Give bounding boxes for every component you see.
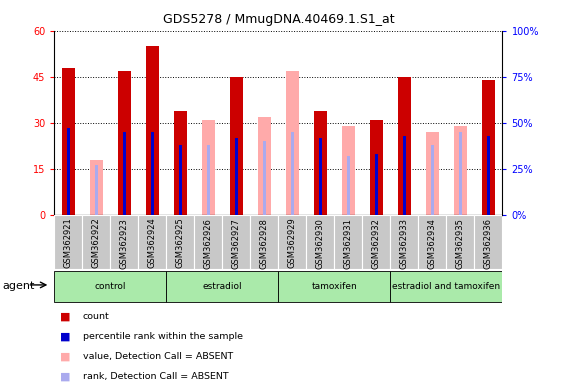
Bar [62,68,75,215]
Bar [391,271,502,302]
Bar [375,154,378,215]
Bar [54,271,166,302]
Text: GSM362927: GSM362927 [232,218,241,268]
Text: GSM362923: GSM362923 [120,218,129,268]
Text: GSM362932: GSM362932 [372,218,381,268]
Bar [319,137,322,215]
Text: GSM362921: GSM362921 [64,218,73,268]
Bar [138,215,166,269]
Bar [67,128,70,215]
Bar [347,156,350,215]
Bar [235,137,238,215]
Text: rank, Detection Call = ABSENT: rank, Detection Call = ABSENT [83,372,228,381]
Bar [202,120,215,215]
Text: GSM362930: GSM362930 [316,218,325,268]
Bar [475,215,502,269]
Bar [426,132,439,215]
Text: GDS5278 / MmugDNA.40469.1.S1_at: GDS5278 / MmugDNA.40469.1.S1_at [163,13,394,26]
Bar [174,111,187,215]
Bar [403,136,406,215]
Text: GSM362926: GSM362926 [204,218,213,268]
Bar [447,215,475,269]
Bar [250,215,279,269]
Text: ■: ■ [60,352,70,362]
Bar [459,132,462,215]
Bar [398,77,411,215]
Bar [110,215,138,269]
Text: count: count [83,312,110,321]
Text: GSM362922: GSM362922 [92,218,100,268]
Text: GSM362924: GSM362924 [148,218,157,268]
Bar [258,117,271,215]
Text: ■: ■ [60,312,70,322]
Bar [166,271,278,302]
Bar [54,215,82,269]
Bar [279,215,307,269]
Bar [342,126,355,215]
Bar [391,215,419,269]
Bar [487,136,490,215]
Text: GSM362934: GSM362934 [428,218,437,268]
Bar [454,126,467,215]
Bar [419,215,447,269]
Text: GSM362931: GSM362931 [344,218,353,268]
Text: GSM362929: GSM362929 [288,218,297,268]
Bar [222,215,250,269]
Text: percentile rank within the sample: percentile rank within the sample [83,332,243,341]
Bar [194,215,222,269]
Text: GSM362928: GSM362928 [260,218,269,268]
Bar [179,145,182,215]
Text: GSM362936: GSM362936 [484,218,493,269]
Bar [146,46,159,215]
Bar [370,120,383,215]
Text: control: control [95,281,126,291]
Text: tamoxifen: tamoxifen [312,281,357,291]
Text: GSM362935: GSM362935 [456,218,465,268]
Bar [291,132,294,215]
Bar [263,141,266,215]
Bar [279,271,391,302]
Bar [363,215,391,269]
Bar [82,215,110,269]
Text: agent: agent [3,281,35,291]
Bar [166,215,194,269]
Bar [95,165,98,215]
Text: GSM362925: GSM362925 [176,218,185,268]
Bar [207,145,210,215]
Bar [230,77,243,215]
Bar [307,215,335,269]
Text: estradiol: estradiol [203,281,242,291]
Bar [314,111,327,215]
Text: value, Detection Call = ABSENT: value, Detection Call = ABSENT [83,352,233,361]
Bar [482,80,495,215]
Text: ■: ■ [60,372,70,382]
Bar [90,160,103,215]
Bar [151,132,154,215]
Bar [118,71,131,215]
Bar [123,132,126,215]
Bar [286,71,299,215]
Text: ■: ■ [60,332,70,342]
Text: GSM362933: GSM362933 [400,218,409,269]
Bar [335,215,363,269]
Text: estradiol and tamoxifen: estradiol and tamoxifen [392,281,501,291]
Bar [431,145,434,215]
